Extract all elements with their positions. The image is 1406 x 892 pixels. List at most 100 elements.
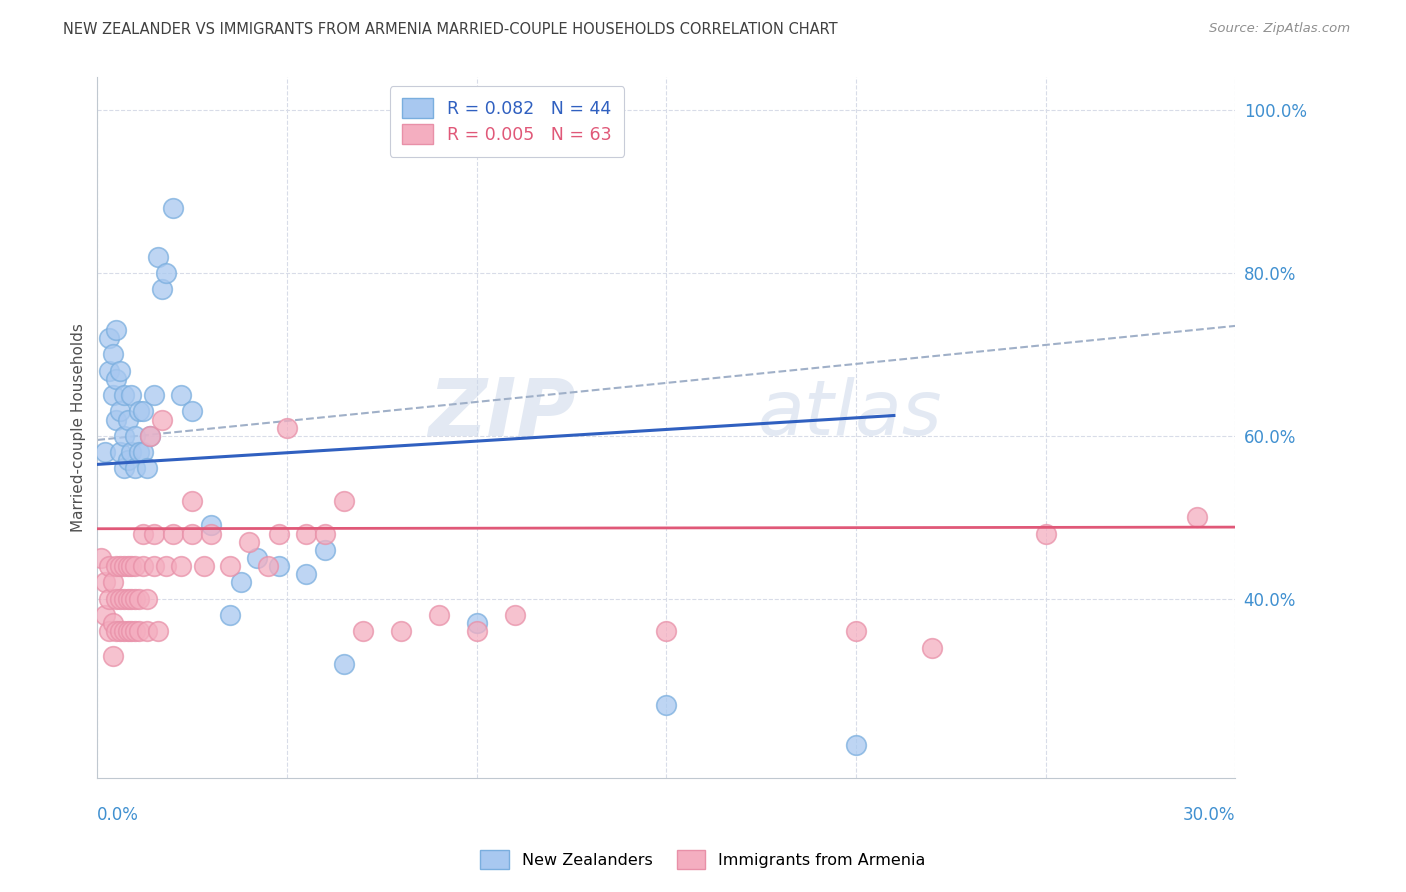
Point — [295, 567, 318, 582]
Point — [1187, 510, 1209, 524]
Point — [124, 461, 146, 475]
Text: atlas: atlas — [758, 376, 942, 450]
Text: ZIP: ZIP — [427, 375, 575, 453]
Point — [117, 624, 139, 639]
Point — [155, 559, 177, 574]
Point — [162, 526, 184, 541]
Point — [105, 323, 128, 337]
Text: 30.0%: 30.0% — [1182, 806, 1236, 824]
Point — [333, 657, 356, 671]
Point — [101, 575, 124, 590]
Point — [128, 404, 150, 418]
Point — [314, 526, 336, 541]
Point — [121, 388, 143, 402]
Text: Source: ZipAtlas.com: Source: ZipAtlas.com — [1209, 22, 1350, 36]
Point — [94, 445, 117, 459]
Point — [121, 445, 143, 459]
Point — [135, 591, 157, 606]
Point — [333, 494, 356, 508]
Point — [108, 624, 131, 639]
Point — [465, 624, 488, 639]
Point — [108, 559, 131, 574]
Point — [124, 429, 146, 443]
Point — [132, 559, 155, 574]
Point — [143, 388, 166, 402]
Point — [112, 559, 135, 574]
Point — [314, 542, 336, 557]
Point — [269, 526, 291, 541]
Point — [276, 421, 298, 435]
Point — [112, 388, 135, 402]
Point — [121, 559, 143, 574]
Point — [181, 494, 204, 508]
Point — [1035, 526, 1057, 541]
Point — [105, 372, 128, 386]
Point — [117, 559, 139, 574]
Point — [465, 616, 488, 631]
Point — [132, 404, 155, 418]
Point — [101, 388, 124, 402]
Point — [655, 624, 678, 639]
Point — [427, 608, 450, 623]
Point — [200, 526, 222, 541]
Point — [112, 429, 135, 443]
Point — [128, 445, 150, 459]
Point — [117, 453, 139, 467]
Point — [246, 551, 269, 566]
Text: NEW ZEALANDER VS IMMIGRANTS FROM ARMENIA MARRIED-COUPLE HOUSEHOLDS CORRELATION C: NEW ZEALANDER VS IMMIGRANTS FROM ARMENIA… — [63, 22, 838, 37]
Point — [121, 591, 143, 606]
Point — [200, 518, 222, 533]
Point — [135, 624, 157, 639]
Point — [117, 591, 139, 606]
Point — [150, 412, 173, 426]
Point — [94, 608, 117, 623]
Point — [146, 624, 169, 639]
Point — [97, 624, 120, 639]
Point — [193, 559, 215, 574]
Point — [105, 624, 128, 639]
Point — [112, 461, 135, 475]
Point — [503, 608, 526, 623]
Legend: New Zealanders, Immigrants from Armenia: New Zealanders, Immigrants from Armenia — [472, 842, 934, 877]
Point — [181, 404, 204, 418]
Point — [90, 551, 112, 566]
Point — [108, 445, 131, 459]
Point — [97, 364, 120, 378]
Point — [219, 608, 242, 623]
Point — [105, 559, 128, 574]
Point — [97, 331, 120, 345]
Point — [352, 624, 374, 639]
Point — [170, 559, 193, 574]
Point — [108, 404, 131, 418]
Point — [921, 640, 943, 655]
Point — [143, 526, 166, 541]
Point — [97, 559, 120, 574]
Point — [269, 559, 291, 574]
Point — [105, 591, 128, 606]
Point — [101, 347, 124, 361]
Point — [219, 559, 242, 574]
Point — [170, 388, 193, 402]
Point — [121, 624, 143, 639]
Point — [257, 559, 280, 574]
Point — [124, 559, 146, 574]
Point — [845, 739, 868, 753]
Point — [112, 591, 135, 606]
Point — [128, 624, 150, 639]
Point — [231, 575, 253, 590]
Point — [108, 364, 131, 378]
Point — [295, 526, 318, 541]
Point — [128, 591, 150, 606]
Point — [143, 559, 166, 574]
Point — [97, 591, 120, 606]
Point — [135, 461, 157, 475]
Point — [655, 698, 678, 712]
Point — [108, 591, 131, 606]
Point — [105, 412, 128, 426]
Text: 0.0%: 0.0% — [97, 806, 139, 824]
Point — [101, 648, 124, 663]
Point — [101, 616, 124, 631]
Point — [139, 429, 162, 443]
Point — [124, 624, 146, 639]
Point — [389, 624, 412, 639]
